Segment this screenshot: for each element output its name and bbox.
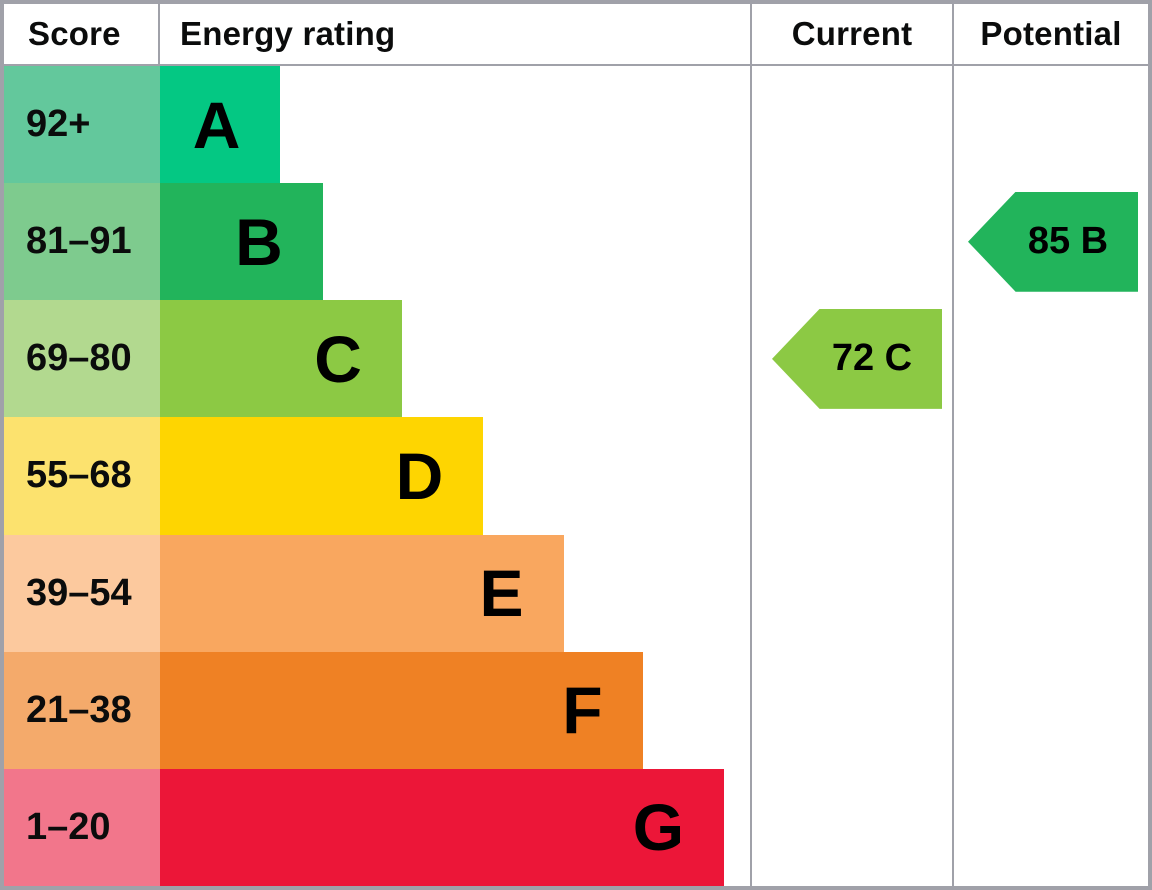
score-header: Score (4, 4, 160, 66)
band-bar-c: C (160, 300, 402, 418)
current-rating-arrow: 72 C (772, 308, 942, 409)
band-row-a: A (160, 66, 750, 184)
current-column-body: 72 C (752, 66, 952, 886)
score-cell-e: 39–54 (4, 534, 160, 652)
score-cell-g: 1–20 (4, 768, 160, 886)
band-bar-b: B (160, 183, 323, 301)
band-bar-g: G (160, 768, 725, 886)
band-bar-d: D (160, 417, 484, 535)
energy-rating-column: Energy rating A B C D E F G (160, 4, 750, 886)
potential-header: Potential (954, 4, 1148, 66)
score-column: Score 92+ 81–91 69–80 55–68 39–54 21–38 … (4, 4, 160, 886)
band-row-c: C (160, 300, 750, 418)
band-bar-e: E (160, 534, 564, 652)
score-cell-b: 81–91 (4, 183, 160, 301)
energy-rating-header: Energy rating (160, 4, 750, 66)
current-header: Current (752, 4, 952, 66)
band-bar-f: F (160, 651, 643, 769)
potential-rating-arrow: 85 B (968, 191, 1138, 292)
band-row-g: G (160, 768, 750, 886)
potential-column: Potential 85 B (952, 4, 1148, 886)
band-bar-a: A (160, 66, 281, 184)
current-column: Current 72 C (750, 4, 952, 886)
score-cell-c: 69–80 (4, 300, 160, 418)
score-cell-f: 21–38 (4, 651, 160, 769)
score-cell-a: 92+ (4, 66, 160, 184)
band-row-b: B (160, 183, 750, 301)
band-row-e: E (160, 534, 750, 652)
band-row-d: D (160, 417, 750, 535)
potential-column-body: 85 B (954, 66, 1148, 886)
score-cell-d: 55–68 (4, 417, 160, 535)
band-row-f: F (160, 651, 750, 769)
